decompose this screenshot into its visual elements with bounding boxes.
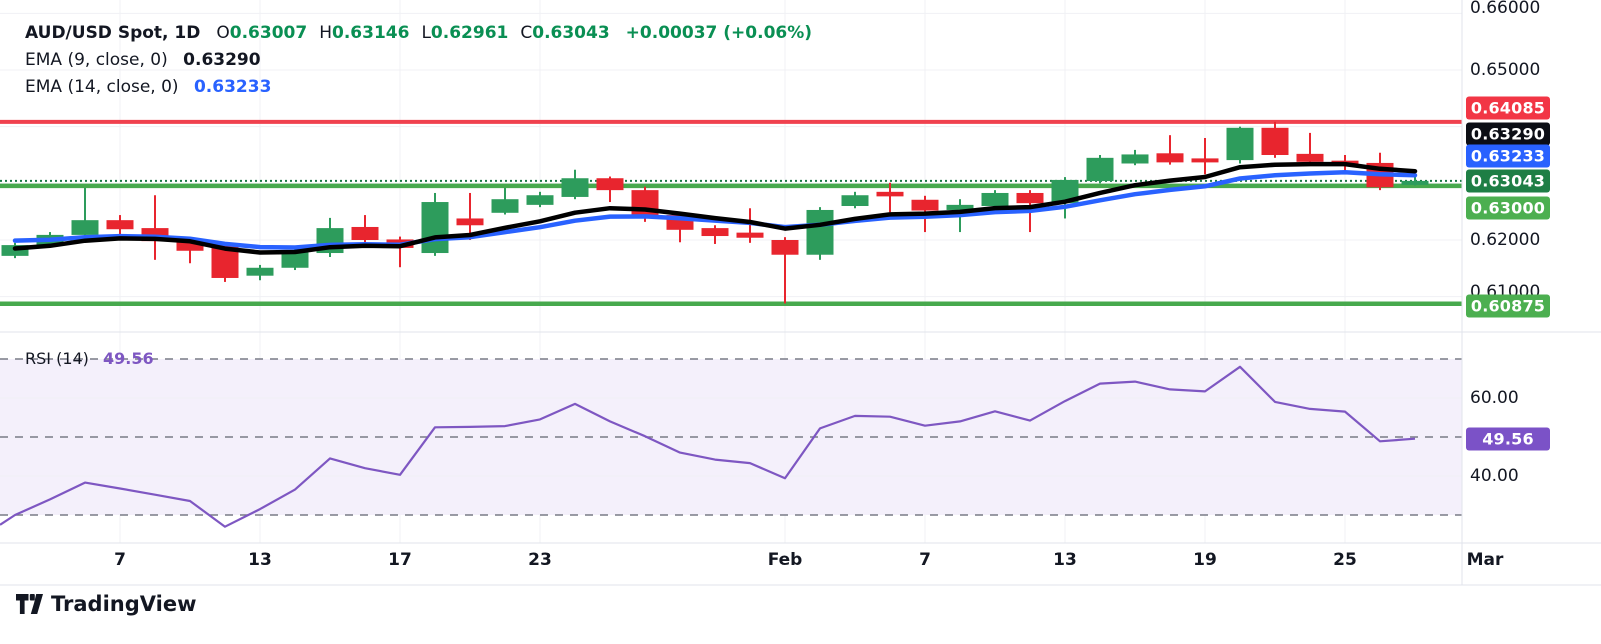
candle-body	[841, 195, 869, 206]
time-tick-label: 17	[388, 550, 412, 570]
candle-body	[596, 178, 624, 191]
time-tick-label: 7	[114, 550, 126, 570]
candle-body	[1051, 179, 1079, 204]
low-label: L	[421, 23, 431, 43]
legend-symbol-row[interactable]: AUD/USD Spot, 1D O0.63007 H0.63146 L0.62961…	[25, 20, 812, 47]
candle-body	[946, 204, 974, 210]
time-tick-label: Mar	[1466, 550, 1504, 570]
low-value: 0.62961	[430, 23, 509, 43]
rsi-tick-label: 60.00	[1470, 388, 1519, 408]
time-tick-label: 23	[528, 550, 552, 570]
candle-body	[281, 250, 309, 268]
rsi-badge: 49.56	[1466, 427, 1550, 451]
price-badge: 0.60875	[1466, 294, 1550, 318]
candle-body	[491, 199, 519, 213]
candle-body	[736, 232, 764, 238]
candle-body	[71, 220, 99, 235]
time-tick-label: 7	[919, 550, 931, 570]
open-label: O	[216, 23, 230, 43]
candle-body	[701, 228, 729, 237]
rsi-legend-row[interactable]: RSI (14) 49.56	[25, 349, 154, 368]
high-label: H	[319, 23, 332, 43]
candle-body	[1156, 153, 1184, 163]
candle-body	[246, 267, 274, 276]
candle-body	[1261, 127, 1289, 155]
candle-body	[106, 220, 134, 230]
price-tick-label: 0.65000	[1470, 60, 1541, 80]
candle-body	[981, 192, 1009, 206]
tradingview-logo[interactable]: TradingView	[16, 592, 196, 616]
time-tick-label: 13	[248, 550, 272, 570]
rsi-tick-label: 40.00	[1470, 466, 1519, 486]
candle-body	[1401, 180, 1429, 185]
time-tick-label: Feb	[767, 550, 803, 570]
candle-body	[176, 240, 204, 251]
candle-body	[1296, 153, 1324, 162]
candle-body	[1191, 158, 1219, 163]
rsi-value: 49.56	[103, 349, 154, 368]
ema14-value: 0.63233	[193, 77, 272, 97]
legend-ema9-row[interactable]: EMA (9, close, 0) 0.63290	[25, 47, 812, 74]
time-tick-label: 25	[1333, 550, 1357, 570]
candle-body	[806, 209, 834, 255]
candle-body	[876, 191, 904, 197]
candle-body	[526, 195, 554, 205]
candle-body	[1086, 157, 1114, 182]
price-badge: 0.63290	[1466, 122, 1550, 146]
tradingview-logo-text: TradingView	[51, 592, 197, 616]
candle-body	[1121, 154, 1149, 164]
candle-body	[771, 240, 799, 255]
legend-ema14-row[interactable]: EMA (14, close, 0) 0.63233	[25, 74, 812, 101]
price-tick-label: 0.66000	[1470, 0, 1541, 18]
candle-body	[421, 202, 449, 254]
rsi-band	[0, 359, 1462, 515]
candle-body	[561, 178, 589, 197]
price-badge: 0.63233	[1466, 144, 1550, 168]
price-badge: 0.64085	[1466, 96, 1550, 120]
candle-body	[1226, 127, 1254, 161]
symbol-title: AUD/USD Spot, 1D	[25, 23, 201, 43]
price-badge: 0.63043	[1466, 169, 1550, 193]
open-value: 0.63007	[229, 23, 308, 43]
candle-body	[456, 218, 484, 226]
time-tick-label: 13	[1053, 550, 1077, 570]
ema9-line	[12, 161, 1418, 255]
ema14-label: EMA (14, close, 0)	[25, 77, 179, 97]
ema14-line	[12, 170, 1418, 250]
ema9-label: EMA (9, close, 0)	[25, 50, 168, 70]
high-value: 0.63146	[332, 23, 410, 43]
legend: AUD/USD Spot, 1D O0.63007 H0.63146 L0.62961…	[25, 20, 812, 101]
price-badge: 0.63000	[1466, 196, 1550, 220]
price-tick-label: 0.62000	[1470, 230, 1541, 250]
candle-body	[351, 226, 379, 240]
time-tick-label: 19	[1193, 550, 1217, 570]
tradingview-logo-icon	[16, 593, 43, 614]
candle-body	[911, 199, 939, 211]
close-value: 0.63043	[532, 23, 610, 43]
ema9-value: 0.63290	[183, 50, 261, 70]
rsi-label: RSI (14)	[25, 349, 89, 368]
change-value: +0.00037 (+0.06%)	[625, 23, 813, 43]
close-label: C	[520, 23, 533, 43]
rsi-line	[0, 365, 1416, 528]
candle-body	[1016, 192, 1044, 204]
